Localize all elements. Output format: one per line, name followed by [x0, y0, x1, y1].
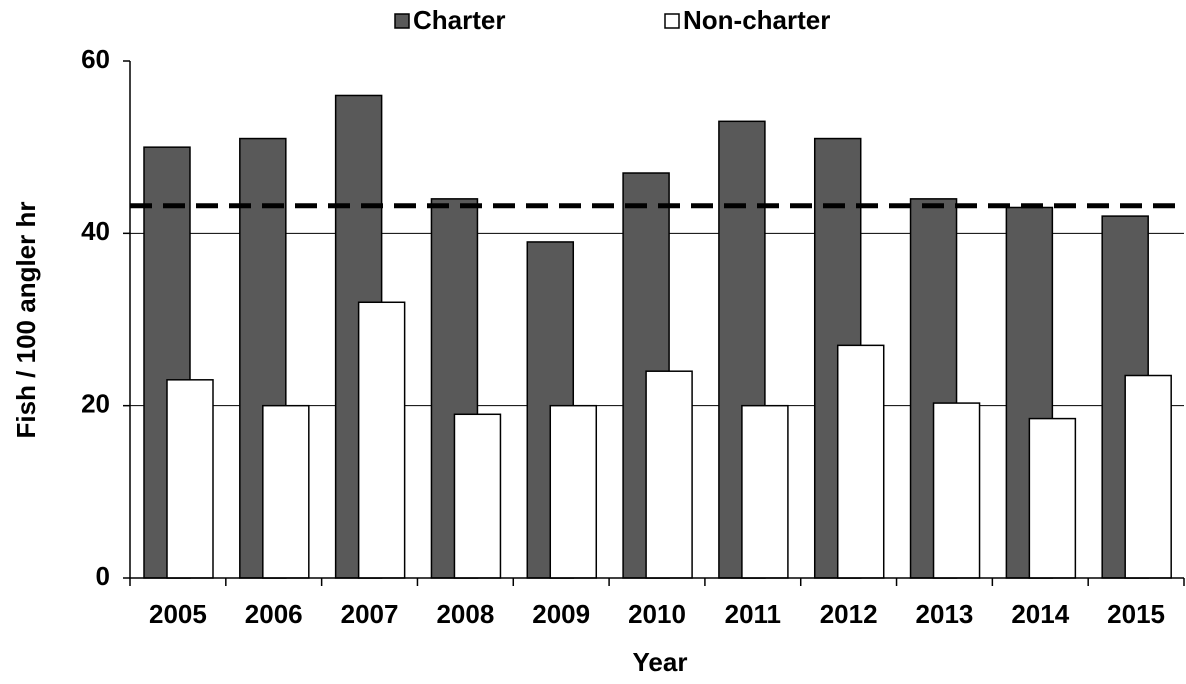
y-tick-label: 60 [81, 44, 110, 74]
y-tick-label: 0 [96, 561, 110, 591]
bar [1028, 417, 1077, 579]
x-tick-label: 2009 [532, 599, 590, 629]
bar [549, 404, 598, 579]
x-tick-label: 2015 [1107, 599, 1165, 629]
x-tick-label: 2008 [436, 599, 494, 629]
legend-swatch [394, 13, 410, 29]
bar [166, 379, 214, 579]
legend-label: Non-charter [683, 5, 830, 35]
bar [836, 344, 885, 579]
bar [645, 370, 693, 579]
x-tick-label: 2005 [149, 599, 207, 629]
x-tick-label: 2012 [820, 599, 878, 629]
bar [932, 402, 981, 579]
bar [1124, 374, 1172, 579]
x-tick-label: 2010 [628, 599, 686, 629]
x-tick-label: 2014 [1011, 599, 1069, 629]
bar [357, 301, 406, 579]
x-tick-label: 2011 [725, 599, 781, 629]
y-tick-label: 40 [81, 216, 110, 246]
bar [453, 413, 502, 579]
bar [741, 404, 789, 579]
x-tick-label: 2007 [341, 599, 399, 629]
y-tick-label: 20 [81, 389, 110, 419]
bar [262, 404, 310, 579]
x-tick-label: 2013 [916, 599, 974, 629]
x-tick-label: 2006 [245, 599, 303, 629]
y-axis-title: Fish / 100 angler hr [11, 202, 41, 439]
x-axis-title: Year [633, 647, 688, 677]
legend-swatch [664, 13, 680, 29]
legend-label: Charter [413, 5, 505, 35]
